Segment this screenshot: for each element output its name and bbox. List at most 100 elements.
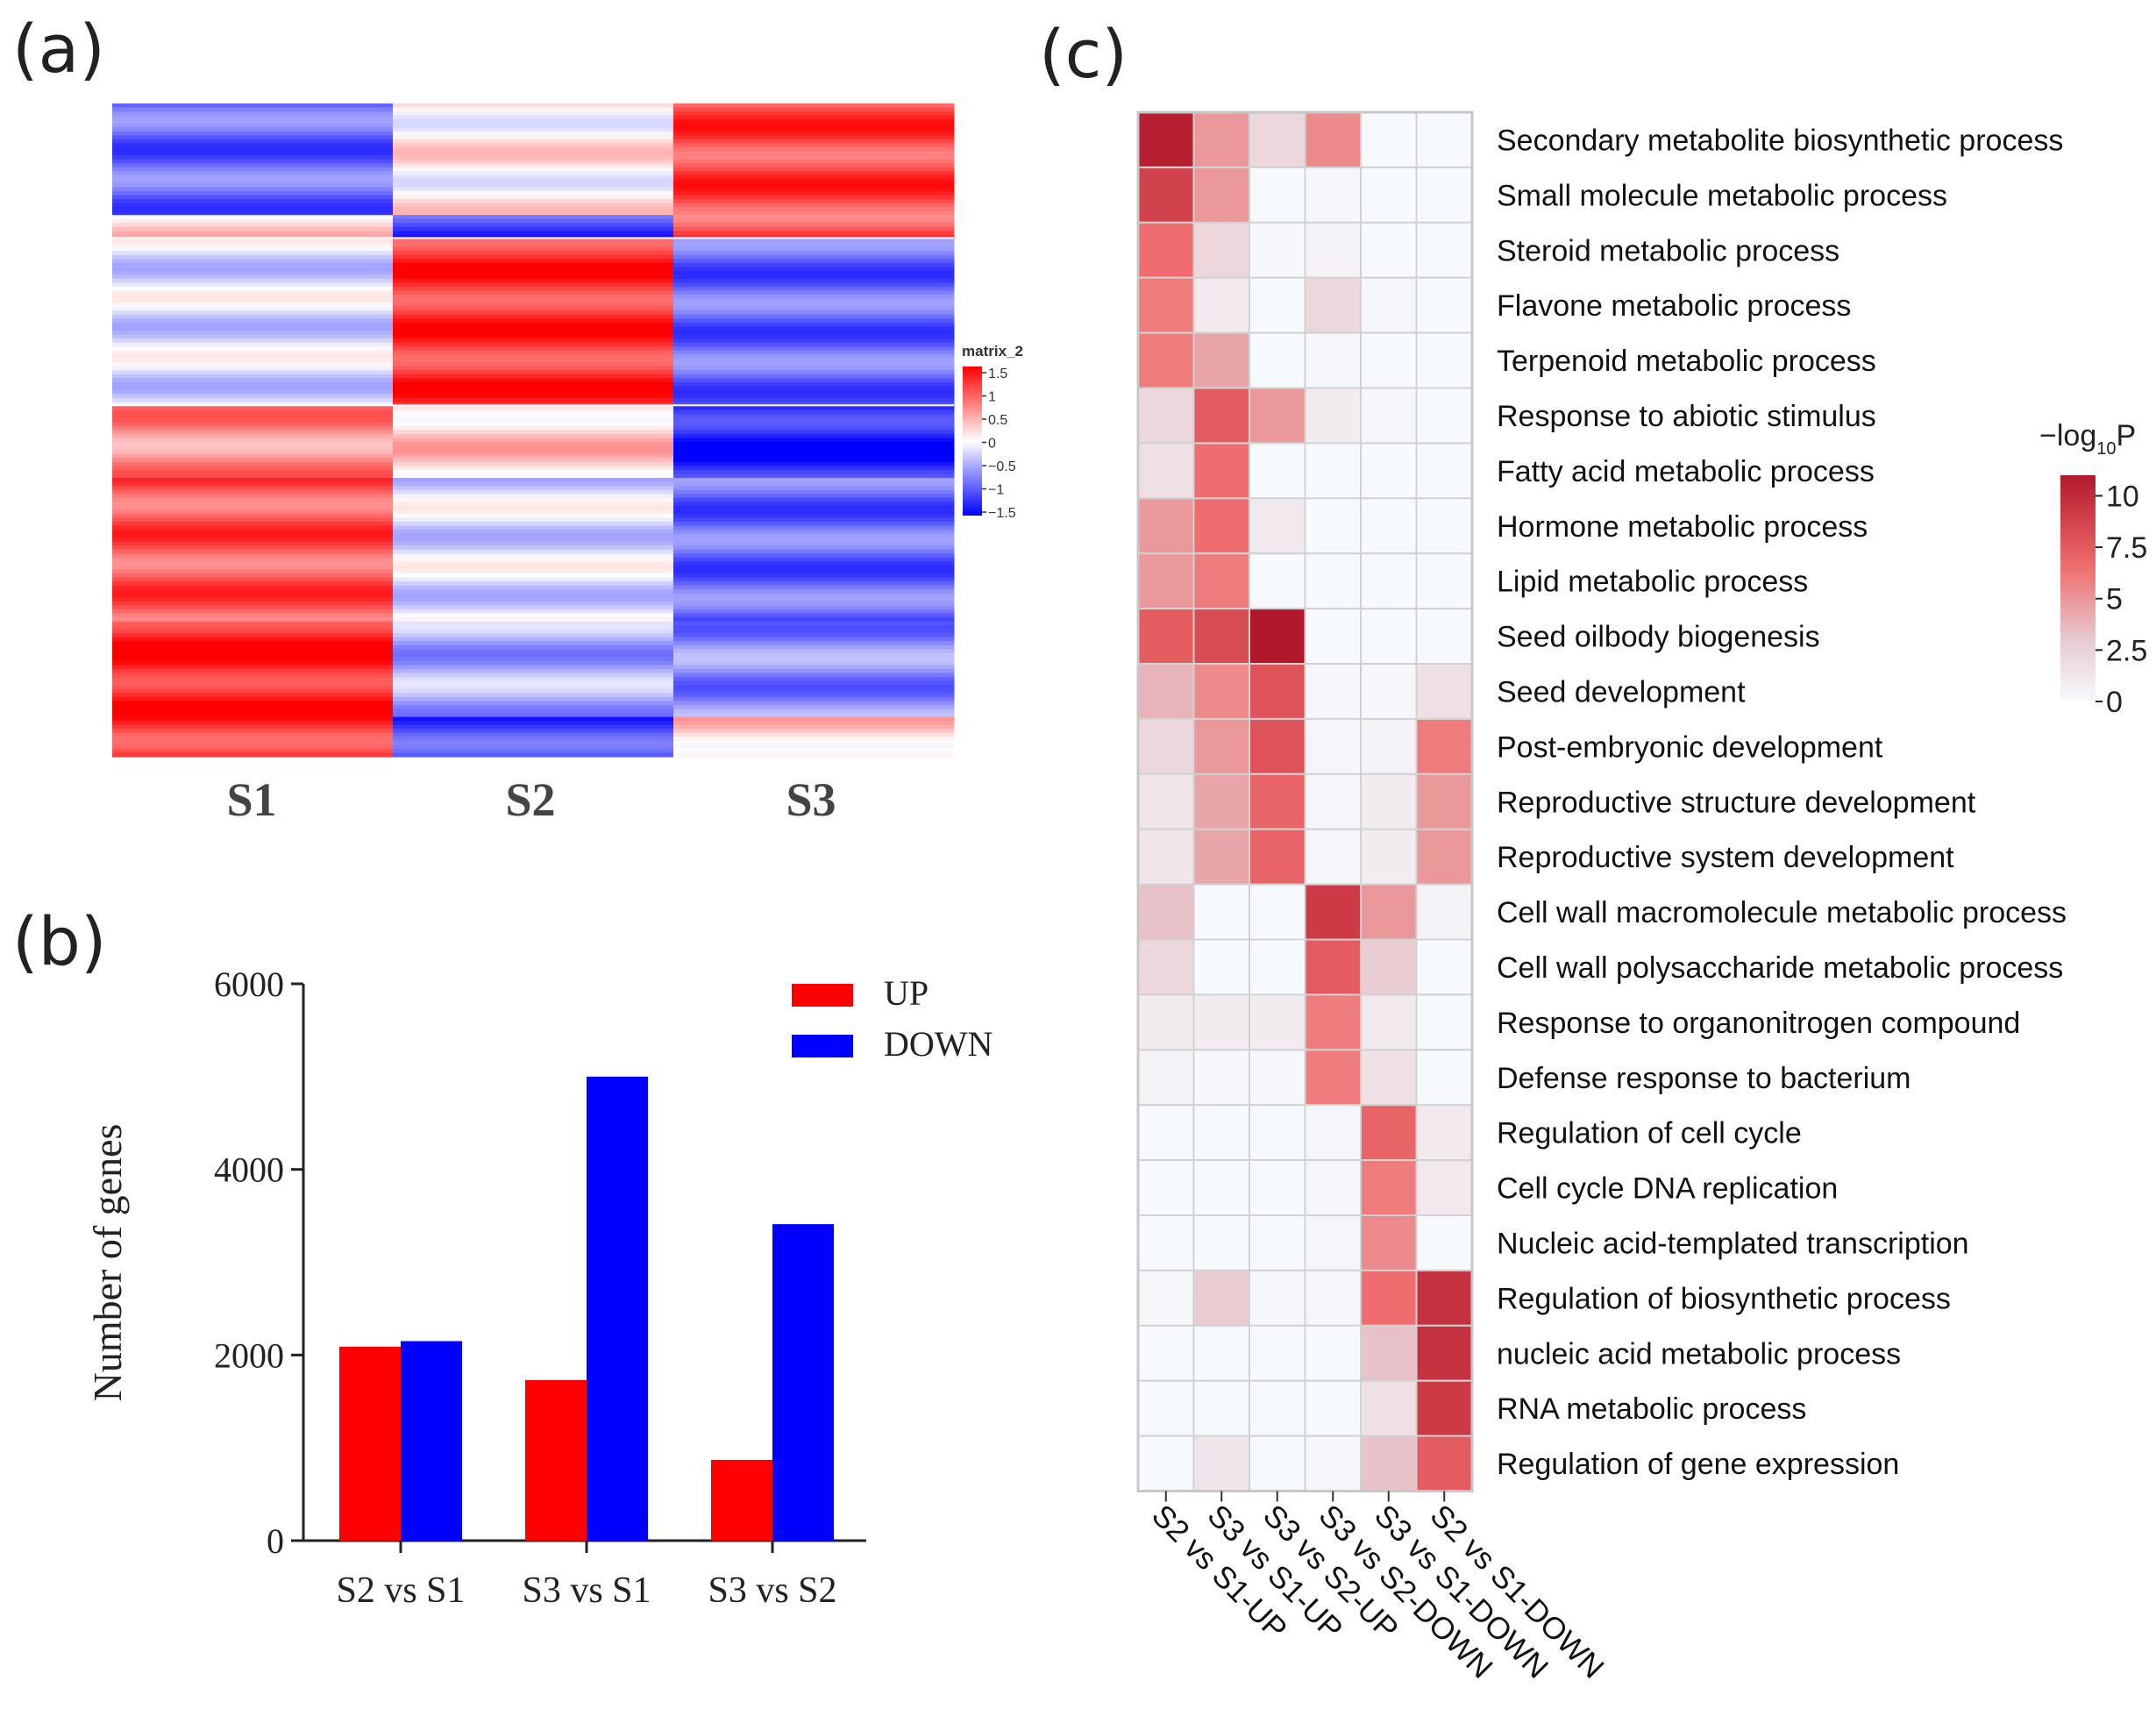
- heatmap-a-cell-60-1: [393, 342, 674, 347]
- heatmap-c-cell-24-2: [1249, 1435, 1306, 1492]
- heatmap-a-cell-111-1: [393, 545, 674, 551]
- heatmap-a-cell-138-0: [112, 652, 394, 659]
- heatmap-c-cell-23-1: [1192, 1379, 1250, 1437]
- heatmap-a-cell-92-1: [393, 469, 674, 475]
- heatmap-a-col-label-s3: S3: [786, 773, 836, 826]
- heatmap-c-cell-5-0: [1137, 387, 1195, 445]
- heatmap-c-cell-13-2: [1249, 828, 1306, 886]
- heatmap-c-cell-10-2: [1249, 663, 1306, 720]
- legend-swatch-up: [792, 984, 853, 1007]
- heatmap-a-cell-159-1: [393, 737, 674, 742]
- heatmap-c-cell-4-1: [1192, 331, 1250, 389]
- heatmap-c-cell-24-1: [1192, 1435, 1250, 1492]
- heatmap-a-cell-21-2: [673, 187, 955, 192]
- heatmap-a-cell-136-2: [673, 644, 955, 650]
- heatmap-a-cell-79-0: [112, 417, 394, 424]
- heatmap-c-cell-12-1: [1192, 773, 1250, 830]
- heatmap-a-cell-137-2: [673, 649, 955, 654]
- heatmap-a-cell-156-2: [673, 724, 955, 730]
- heatmap-a-cell-82-1: [393, 430, 674, 435]
- heatmap-c-cell-1-4: [1360, 166, 1418, 224]
- heatmap-a-cell-144-1: [393, 677, 674, 682]
- heatmap-a-cell-95-1: [393, 481, 674, 487]
- bar-chart-b-ylabel: Number of genes: [85, 1124, 130, 1402]
- heatmap-c-cell-18-3: [1304, 1104, 1362, 1162]
- heatmap-a-cell-138-2: [673, 652, 955, 659]
- heatmap-a-cell-107-2: [673, 530, 955, 535]
- heatmap-a-cell-57-2: [673, 330, 955, 336]
- heatmap-a-cell-140-2: [673, 660, 955, 666]
- heatmap-c-legend-tick-label: 10: [2106, 480, 2139, 513]
- heatmap-a-cell-37-1: [393, 251, 674, 256]
- bar-chart-b-ytick-label: 2000: [214, 1335, 284, 1375]
- heatmap-a-cell-125-1: [393, 601, 674, 606]
- heatmap-a-cell-41-1: [393, 267, 674, 272]
- heatmap-a-cell-89-2: [673, 458, 955, 463]
- heatmap-a-cell-3-1: [393, 115, 674, 120]
- heatmap-a-cell-130-1: [393, 621, 674, 626]
- heatmap-a-cell-74-0: [112, 398, 394, 403]
- heatmap-c-cell-14-1: [1192, 883, 1250, 941]
- heatmap-a-cell-2-2: [673, 111, 955, 117]
- heatmap-a-cell-128-0: [112, 613, 394, 618]
- heatmap-c-cell-13-0: [1137, 828, 1195, 886]
- heatmap-a-cell-93-0: [112, 474, 394, 479]
- heatmap-a-cell-109-2: [673, 538, 955, 543]
- heatmap-a-cell-34-2: [673, 239, 955, 244]
- heatmap-a-cell-109-0: [112, 538, 394, 543]
- heatmap-a-cell-110-1: [393, 541, 674, 546]
- heatmap-a-cell-1-0: [112, 107, 394, 112]
- heatmap-a-cell-127-2: [673, 609, 955, 615]
- heatmap-c-cell-3-0: [1137, 276, 1195, 334]
- heatmap-c-cell-9-0: [1137, 608, 1195, 665]
- heatmap-a-cell-119-2: [673, 577, 955, 582]
- heatmap-a-cell-124-1: [393, 597, 674, 602]
- heatmap-a-cell-154-0: [112, 716, 394, 722]
- heatmap-c-cell-0-3: [1304, 111, 1362, 168]
- heatmap-a-cell-135-0: [112, 641, 394, 646]
- heatmap-c-cell-14-2: [1249, 883, 1306, 941]
- heatmap-a-cell-24-1: [393, 199, 674, 204]
- heatmap-c-cell-12-4: [1360, 773, 1418, 830]
- heatmap-c-cell-5-5: [1415, 387, 1473, 445]
- heatmap-a-cell-121-1: [393, 585, 674, 590]
- heatmap-c-cell-4-2: [1249, 331, 1306, 389]
- heatmap-a-cell-27-0: [112, 210, 394, 216]
- heatmap-c-cell-18-4: [1360, 1104, 1418, 1162]
- heatmap-a-cell-39-2: [673, 259, 955, 264]
- legend-label-up: UP: [884, 973, 929, 1013]
- heatmap-a-cell-19-0: [112, 179, 394, 184]
- heatmap-a-cell-45-2: [673, 282, 955, 288]
- heatmap-a-cell-86-1: [393, 445, 674, 451]
- heatmap-c-cell-20-4: [1360, 1214, 1418, 1271]
- heatmap-a-cell-47-2: [673, 290, 955, 295]
- bar-chart-b-legend: UP DOWN: [792, 973, 993, 1064]
- heatmap-a-cell-96-2: [673, 486, 955, 491]
- heatmap-a-legend: matrix_2 1.5 1 0.5 0 −0.5 −1 −1.5: [962, 343, 1023, 521]
- heatmap-a-cell-61-1: [393, 346, 674, 352]
- heatmap-a-cell-77-0: [112, 409, 394, 415]
- heatmap-a-cell-73-1: [393, 394, 674, 399]
- heatmap-c-cell-19-0: [1137, 1159, 1195, 1216]
- heatmap-a-cell-143-0: [112, 673, 394, 678]
- heatmap-c-cell-21-1: [1192, 1269, 1250, 1327]
- heatmap-a-cell-44-2: [673, 278, 955, 284]
- heatmap-a-cell-97-1: [393, 489, 674, 495]
- heatmap-a-cell-12-0: [112, 151, 394, 156]
- heatmap-a-cell-62-0: [112, 350, 394, 355]
- heatmap-a-cell-63-1: [393, 354, 674, 360]
- heatmap-a-cell-48-0: [112, 295, 394, 300]
- heatmap-a-cell-25-1: [393, 203, 674, 208]
- heatmap-c-row-label: Flavone metabolic process: [1497, 289, 1851, 323]
- heatmap-a-cell-54-0: [112, 318, 394, 324]
- heatmap-a-cell-131-2: [673, 625, 955, 630]
- heatmap-a-cell-133-2: [673, 633, 955, 638]
- heatmap-a-cell-14-0: [112, 159, 394, 164]
- heatmap-a-cell-137-1: [393, 649, 674, 654]
- heatmap-a-cell-129-1: [393, 617, 674, 623]
- heatmap-a-cell-159-0: [112, 737, 394, 742]
- heatmap-a-cell-21-1: [393, 187, 674, 192]
- heatmap-c-cell-6-3: [1304, 442, 1362, 500]
- heatmap-a-cell-74-2: [673, 398, 955, 403]
